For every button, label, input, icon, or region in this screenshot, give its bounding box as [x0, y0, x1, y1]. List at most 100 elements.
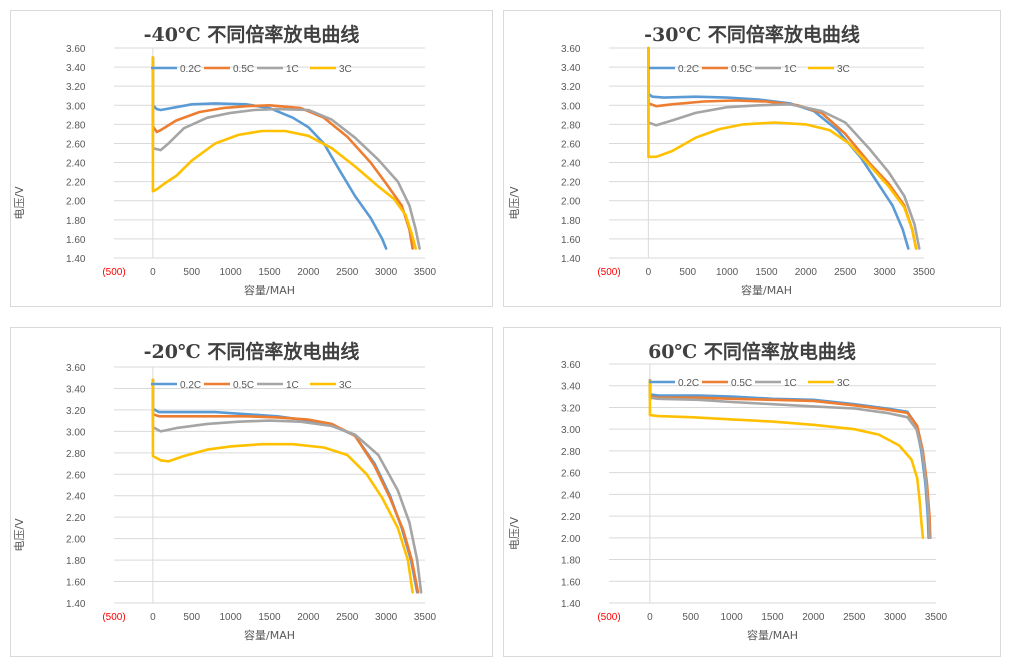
x-tick-label: 3500	[414, 612, 437, 623]
y-tick-label: 2.40	[561, 159, 581, 170]
chart-60: 1.40 1.60 1.80 2.00 2.20 2.40 2.60 2.80 3.00 3.20…	[508, 340, 948, 642]
x-tick-label: (500)	[102, 612, 125, 623]
legend-label: 1C	[784, 64, 797, 75]
series-line-0.2C	[151, 56, 388, 250]
x-tick-label: 1000	[716, 267, 739, 278]
y-tick-label: 1.60	[66, 578, 86, 589]
series-line-0.5C	[647, 46, 918, 250]
legend-label: 0.2C	[180, 64, 201, 75]
chart-panel-minus40: 1.40 1.60 1.80 2.00 2.20 2.40 2.60 2.80 3.00 3.20…	[10, 10, 493, 307]
y-tick-label: 3.00	[66, 427, 86, 438]
x-axis-label: 容量/MAH	[244, 283, 295, 297]
y-tick-label: 2.40	[66, 159, 86, 170]
x-tick-label: 2000	[297, 267, 320, 278]
y-tick-label: 3.60	[561, 360, 581, 371]
legend-label: 0.5C	[731, 64, 752, 75]
y-tick-label: 2.00	[561, 534, 581, 545]
x-tick-label: 1000	[220, 612, 243, 623]
y-tick-label: 3.20	[66, 82, 86, 93]
x-tick-label: 1500	[258, 267, 281, 278]
x-tick-label: 2000	[297, 612, 320, 623]
chart-minus40: 1.40 1.60 1.80 2.00 2.20 2.40 2.60 2.80 3.00 3.20…	[13, 23, 437, 297]
x-tick-label: 0	[150, 267, 156, 278]
x-tick-label: 2500	[336, 267, 359, 278]
x-tick-label: 1500	[761, 612, 784, 623]
x-tick-label: 500	[679, 267, 696, 278]
y-axis-label: 电压/V	[13, 518, 26, 552]
y-tick-label: 3.00	[561, 101, 581, 112]
y-tick-label: 2.80	[561, 120, 581, 131]
y-tick-label: 3.40	[561, 63, 581, 74]
y-tick-label: 3.60	[561, 44, 581, 55]
x-tick-label: 2500	[336, 612, 359, 623]
x-tick-label: 1500	[755, 267, 778, 278]
x-tick-label: 3000	[884, 612, 907, 623]
chart-panel-minus20: 1.40 1.60 1.80 2.00 2.20 2.40 2.60 2.80 3.00 3.20…	[10, 327, 493, 657]
y-tick-label: 1.80	[561, 556, 581, 567]
series-line-1C	[647, 46, 921, 250]
y-tick-label: 1.80	[66, 216, 86, 227]
y-tick-label: 3.40	[66, 63, 86, 74]
x-tick-label: 3000	[375, 612, 398, 623]
chart-panel-minus30: 1.40 1.60 1.80 2.00 2.20 2.40 2.60 2.80 3.00 3.20…	[503, 10, 1001, 307]
x-tick-label: 0	[150, 612, 156, 623]
series-line-1C	[151, 378, 423, 594]
series-line-0.5C	[151, 56, 414, 250]
y-tick-label: 2.60	[561, 139, 581, 150]
legend-label: 1C	[784, 378, 797, 389]
y-tick-label: 2.00	[561, 197, 581, 208]
x-axis-label: 容量/MAH	[244, 628, 295, 642]
y-tick-label: 1.80	[66, 556, 86, 567]
y-tick-label: 2.40	[561, 490, 581, 501]
y-tick-label: 2.80	[66, 449, 86, 460]
y-tick-label: 2.60	[561, 469, 581, 480]
y-tick-label: 3.60	[66, 363, 86, 374]
legend-label: 0.2C	[180, 380, 201, 391]
legend-label: 0.5C	[731, 378, 752, 389]
x-tick-label: 2000	[795, 267, 818, 278]
chart-title: -30℃ 不同倍率放电曲线	[644, 23, 860, 46]
x-tick-label: 3500	[913, 267, 936, 278]
x-tick-label: 3500	[925, 612, 948, 623]
legend-label: 0.2C	[678, 64, 699, 75]
legend-label: 3C	[837, 378, 850, 389]
x-tick-label: 2500	[834, 267, 857, 278]
y-tick-label: 3.40	[561, 382, 581, 393]
y-tick-label: 2.20	[66, 513, 86, 524]
y-tick-label: 3.60	[66, 44, 86, 55]
y-tick-label: 1.40	[561, 254, 581, 265]
legend-label: 3C	[837, 64, 850, 75]
series-line-0.5C	[151, 378, 420, 594]
chart-title: -40℃ 不同倍率放电曲线	[144, 23, 360, 46]
series-line-3C	[648, 380, 925, 540]
x-tick-label: 2500	[843, 612, 866, 623]
y-tick-label: 2.20	[66, 178, 86, 189]
y-tick-label: 2.80	[66, 120, 86, 131]
y-tick-label: 2.60	[66, 139, 86, 150]
series-line-3C	[647, 46, 918, 250]
legend-label: 0.2C	[678, 378, 699, 389]
legend-label: 1C	[286, 64, 299, 75]
legend-label: 1C	[286, 380, 299, 391]
series-line-1C	[151, 56, 421, 250]
x-tick-label: 3000	[375, 267, 398, 278]
y-tick-label: 1.60	[66, 235, 86, 246]
series-line-3C	[151, 378, 414, 594]
chart-panel-60: 1.40 1.60 1.80 2.00 2.20 2.40 2.60 2.80 3.00 3.20…	[503, 327, 1001, 657]
x-axis-label: 容量/MAH	[747, 628, 798, 642]
chart-title: 60℃ 不同倍率放电曲线	[648, 340, 856, 363]
y-tick-label: 2.40	[66, 492, 86, 503]
y-axis-label: 电压/V	[13, 186, 26, 220]
y-tick-label: 2.60	[66, 470, 86, 481]
x-tick-label: 500	[183, 612, 200, 623]
y-tick-label: 2.00	[66, 197, 86, 208]
y-tick-label: 3.20	[66, 406, 86, 417]
y-tick-label: 3.20	[561, 403, 581, 414]
legend-label: 0.5C	[233, 380, 254, 391]
chart-minus30: 1.40 1.60 1.80 2.00 2.20 2.40 2.60 2.80 3.00 3.20…	[508, 23, 936, 297]
y-tick-label: 1.40	[561, 599, 581, 610]
chart-title: -20℃ 不同倍率放电曲线	[144, 340, 360, 363]
y-tick-label: 1.60	[561, 235, 581, 246]
series-line-1C	[648, 379, 931, 540]
x-tick-label: 1000	[220, 267, 243, 278]
